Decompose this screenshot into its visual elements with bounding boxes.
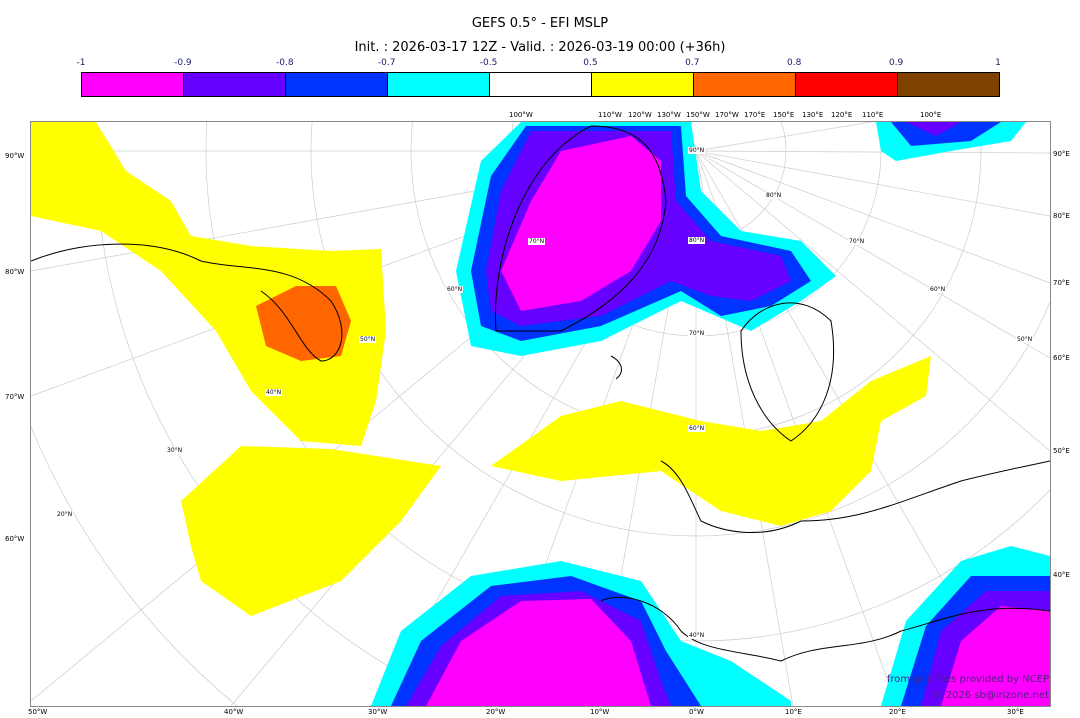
chart-title: GEFS 0.5° - EFI MSLP [471, 16, 609, 31]
coastlines [31, 125, 1050, 662]
axis-label: 130°W [657, 111, 681, 119]
axis-label: 130°E [802, 111, 824, 119]
axis-label: 30°E [1007, 708, 1024, 716]
axis-label: 70°N [848, 238, 866, 245]
axis-label: 100°E [920, 111, 942, 119]
colorbar [81, 72, 1000, 97]
colorbar-bin [184, 73, 286, 96]
axis-label: 60°E [1053, 354, 1070, 362]
axis-label: 10°W [590, 708, 610, 716]
colorbar-bin [898, 73, 999, 96]
axis-label: 80°E [1053, 212, 1070, 220]
axis-label: 70°N [528, 238, 546, 245]
axis-label: 20°E [889, 708, 906, 716]
axis-label: 60°N [929, 286, 947, 293]
axis-label: 40°E [1053, 571, 1070, 579]
axis-label: 50°W [28, 708, 48, 716]
colorbar-tick: 0.5 [583, 58, 598, 68]
map [30, 121, 1051, 707]
axis-label: 150°W [686, 111, 710, 119]
colorbar-tick: -1 [76, 58, 86, 68]
axis-label: 70°E [1053, 279, 1070, 287]
axis-label: 50°N [1016, 336, 1034, 343]
colorbar-bin [592, 73, 694, 96]
colorbar-tick: -0.5 [479, 58, 498, 68]
axis-label: 50°E [1053, 447, 1070, 455]
axis-label: 120°W [628, 111, 652, 119]
axis-label: 80°W [5, 268, 25, 276]
axis-label: 30°N [166, 447, 184, 454]
colorbar-bin [286, 73, 388, 96]
credit-source: from grib files provided by NCEP [886, 674, 1049, 685]
colorbar-tick: -0.8 [275, 58, 294, 68]
colorbar-tick: 0.7 [685, 58, 700, 68]
colorbar-bin [694, 73, 796, 96]
axis-label: 90°E [1053, 150, 1070, 158]
axis-label: 50°N [359, 336, 377, 343]
axis-label: 10°E [785, 708, 802, 716]
colorbar-tick: -0.7 [377, 58, 396, 68]
axis-label: 20°W [486, 708, 506, 716]
colorbar-bin [490, 73, 592, 96]
colorbar-bin [796, 73, 898, 96]
credit-copyright: © 2026 sb@irizone.net [932, 690, 1049, 701]
colorbar-tick: -0.9 [174, 58, 192, 68]
colorbar-bin [82, 73, 184, 96]
map-svg [31, 122, 1050, 706]
axis-label: 20°N [56, 511, 74, 518]
efi-shading [31, 122, 1050, 706]
axis-label: 100°W [509, 111, 533, 119]
axis-label: 170°W [715, 111, 739, 119]
axis-label: 0°W [689, 708, 704, 716]
axis-label: 40°N [688, 632, 706, 639]
axis-label: 60°N [446, 286, 464, 293]
axis-label: 90°N [688, 147, 706, 154]
colorbar-tick: 0.8 [787, 58, 802, 68]
colorbar-tick: 0.9 [888, 58, 904, 68]
axis-label: 110°E [862, 111, 884, 119]
axis-label: 60°W [5, 535, 25, 543]
axis-label: 150°E [773, 111, 795, 119]
axis-label: 60°N [688, 425, 706, 432]
axis-label: 30°W [368, 708, 388, 716]
colorbar-tick: 1 [995, 58, 1001, 68]
axis-label: 80°N [765, 192, 783, 199]
axis-label: 70°N [688, 330, 706, 337]
axis-label: 40°N [265, 389, 283, 396]
axis-label: 110°W [598, 111, 622, 119]
axis-label: 80°N [688, 237, 706, 244]
colorbar-bin [388, 73, 490, 96]
axis-label: 170°E [744, 111, 766, 119]
axis-label: 120°E [831, 111, 853, 119]
axis-label: 40°W [224, 708, 244, 716]
axis-label: 70°W [5, 393, 25, 401]
chart-subtitle: Init. : 2026-03-17 12Z - Valid. : 2026-0… [354, 40, 726, 55]
axis-label: 90°W [5, 152, 25, 160]
